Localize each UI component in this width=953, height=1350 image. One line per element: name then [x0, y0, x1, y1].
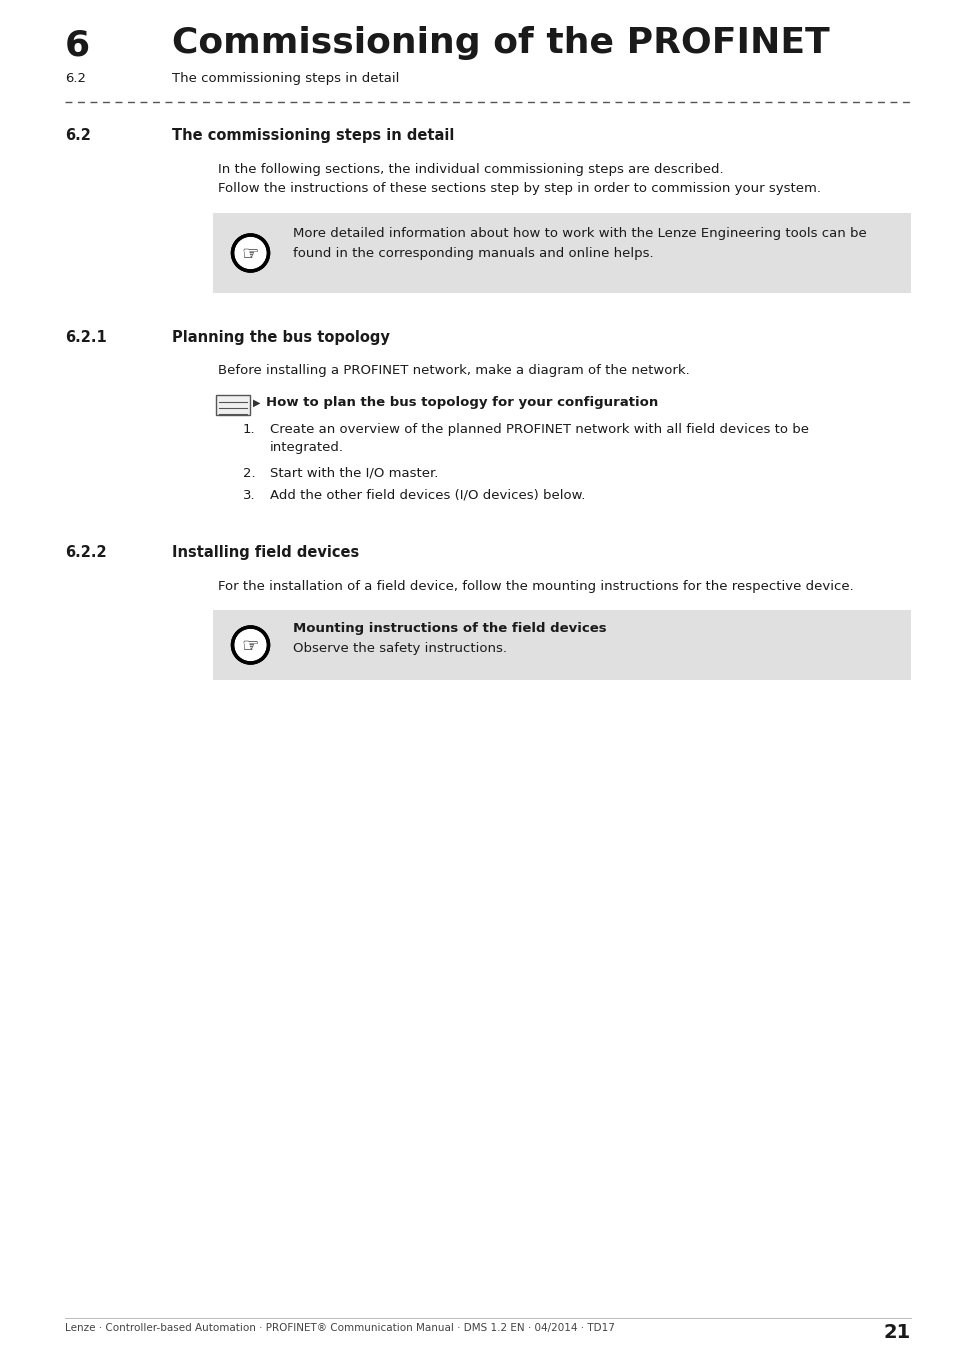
Text: Planning the bus topology: Planning the bus topology: [172, 329, 389, 346]
Text: integrated.: integrated.: [270, 441, 343, 454]
Text: 2.: 2.: [242, 467, 254, 481]
Text: More detailed information about how to work with the Lenze Engineering tools can: More detailed information about how to w…: [293, 227, 865, 240]
Text: Create an overview of the planned PROFINET network with all field devices to be: Create an overview of the planned PROFIN…: [270, 423, 807, 436]
Text: ☞: ☞: [241, 246, 259, 265]
Text: In the following sections, the individual commissioning steps are described.: In the following sections, the individua…: [217, 163, 722, 176]
Text: 6: 6: [65, 28, 90, 62]
Text: Follow the instructions of these sections step by step in order to commission yo: Follow the instructions of these section…: [217, 182, 820, 194]
Text: Observe the safety instructions.: Observe the safety instructions.: [293, 643, 506, 655]
Text: 6.2: 6.2: [65, 128, 91, 143]
Text: Installing field devices: Installing field devices: [172, 545, 358, 560]
Text: ▶: ▶: [253, 398, 260, 408]
Text: Start with the I/O master.: Start with the I/O master.: [270, 467, 437, 481]
Text: 1.: 1.: [242, 423, 254, 436]
FancyBboxPatch shape: [213, 213, 910, 293]
Text: The commissioning steps in detail: The commissioning steps in detail: [172, 128, 454, 143]
FancyBboxPatch shape: [215, 396, 250, 414]
Text: ☞: ☞: [241, 637, 259, 656]
Text: Lenze · Controller-based Automation · PROFINET® Communication Manual · DMS 1.2 E: Lenze · Controller-based Automation · PR…: [65, 1323, 614, 1332]
Text: found in the corresponding manuals and online helps.: found in the corresponding manuals and o…: [293, 247, 653, 261]
Text: 3.: 3.: [242, 489, 254, 502]
Text: Commissioning of the PROFINET: Commissioning of the PROFINET: [172, 26, 828, 59]
Text: 6.2.2: 6.2.2: [65, 545, 107, 560]
Circle shape: [233, 235, 268, 271]
Text: 6.2: 6.2: [65, 72, 86, 85]
Text: 6.2.1: 6.2.1: [65, 329, 107, 346]
Text: Add the other field devices (I/O devices) below.: Add the other field devices (I/O devices…: [270, 489, 584, 502]
Text: Before installing a PROFINET network, make a diagram of the network.: Before installing a PROFINET network, ma…: [217, 364, 688, 377]
Text: For the installation of a field device, follow the mounting instructions for the: For the installation of a field device, …: [217, 580, 852, 593]
Text: The commissioning steps in detail: The commissioning steps in detail: [172, 72, 398, 85]
Text: Mounting instructions of the field devices: Mounting instructions of the field devic…: [293, 622, 605, 634]
Text: How to plan the bus topology for your configuration: How to plan the bus topology for your co…: [265, 396, 657, 409]
FancyBboxPatch shape: [213, 610, 910, 680]
Text: 21: 21: [882, 1323, 910, 1342]
Circle shape: [233, 626, 268, 663]
